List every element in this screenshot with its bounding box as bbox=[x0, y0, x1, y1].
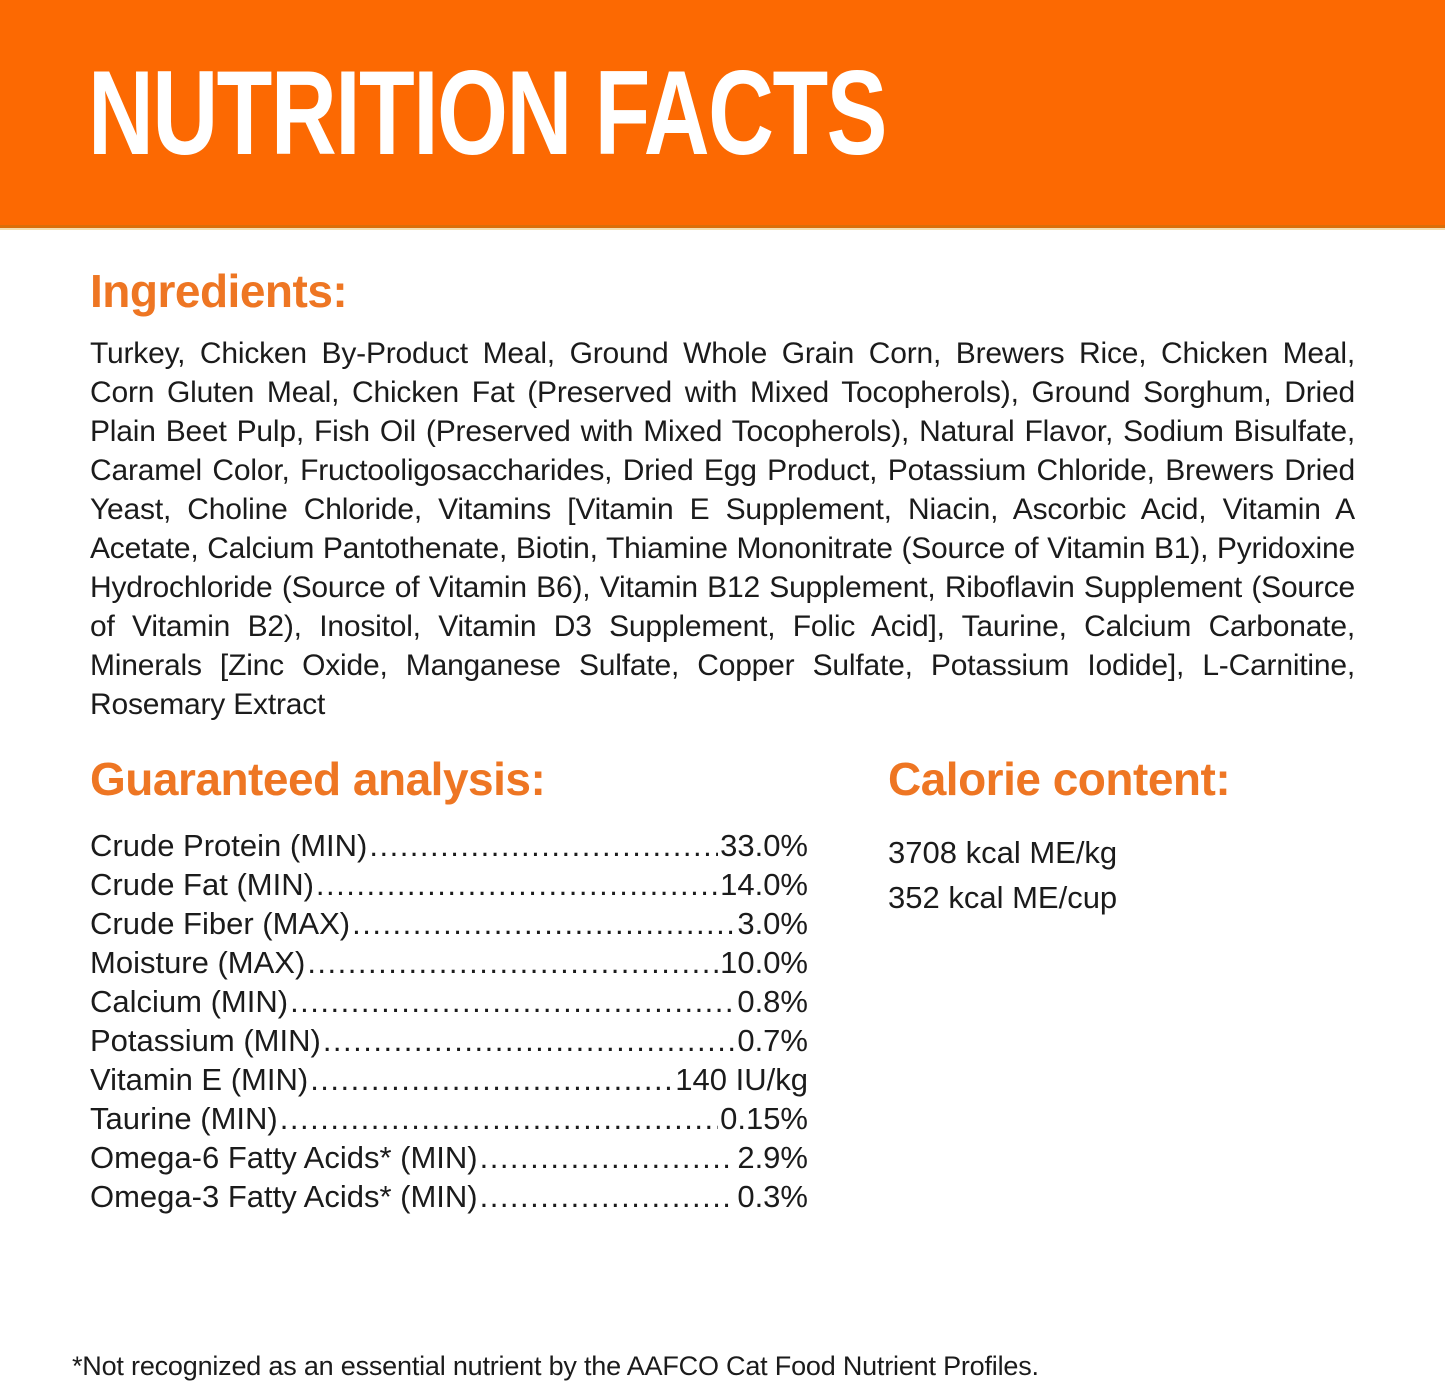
label-content: Ingredients: Turkey, Chicken By-Product … bbox=[0, 264, 1445, 1381]
analysis-value: 0.8% bbox=[737, 984, 808, 1019]
analysis-row: Vitamin E (MIN).........................… bbox=[90, 1060, 808, 1099]
analysis-value: 14.0% bbox=[720, 867, 808, 902]
analysis-row: Omega-3 Fatty Acids* (MIN)..............… bbox=[90, 1177, 808, 1216]
dotted-leader: ........................................… bbox=[479, 1140, 736, 1175]
analysis-row: Omega-6 Fatty Acids* (MIN)..............… bbox=[90, 1138, 808, 1177]
dotted-leader: ........................................… bbox=[310, 1062, 674, 1097]
guaranteed-analysis-heading: Guaranteed analysis: bbox=[90, 753, 546, 805]
dotted-leader: ........................................… bbox=[279, 1101, 718, 1136]
analysis-label: Taurine (MIN) bbox=[90, 1101, 278, 1136]
analysis-value: 3.0% bbox=[737, 906, 808, 941]
analysis-label: Omega-6 Fatty Acids* (MIN) bbox=[90, 1140, 478, 1175]
analysis-row: Taurine (MIN)...........................… bbox=[90, 1099, 808, 1138]
analysis-row: Crude Fiber (MAX).......................… bbox=[90, 904, 808, 943]
analysis-label: Omega-3 Fatty Acids* (MIN) bbox=[90, 1179, 478, 1214]
page-title: NUTRITION FACTS bbox=[88, 45, 887, 180]
analysis-row: Crude Fat (MIN).........................… bbox=[90, 865, 808, 904]
analysis-label: Moisture (MAX) bbox=[90, 945, 306, 980]
guaranteed-analysis-list: Crude Protein (MIN).....................… bbox=[90, 826, 808, 1216]
dotted-leader: ........................................… bbox=[369, 828, 719, 863]
dotted-leader: ........................................… bbox=[322, 1023, 736, 1058]
ingredients-heading: Ingredients: bbox=[90, 265, 348, 317]
analysis-row: Crude Protein (MIN).....................… bbox=[90, 826, 808, 865]
footnote-text: *Not recognized as an essential nutrient… bbox=[72, 1351, 1039, 1381]
calorie-per-cup: 352 kcal ME/cup bbox=[888, 880, 1118, 915]
analysis-label: Calcium (MIN) bbox=[90, 984, 289, 1019]
analysis-row: Potassium (MIN).........................… bbox=[90, 1021, 808, 1060]
analysis-label: Vitamin E (MIN) bbox=[90, 1062, 309, 1097]
ingredients-section: Ingredients: Turkey, Chicken By-Product … bbox=[90, 264, 1355, 724]
analysis-label: Potassium (MIN) bbox=[90, 1023, 321, 1058]
calorie-lines: 3708 kcal ME/kg 352 kcal ME/cup bbox=[888, 830, 1355, 920]
dotted-leader: ........................................… bbox=[315, 867, 718, 902]
analysis-and-calorie-section: Guaranteed analysis: Crude Protein (MIN)… bbox=[90, 752, 1355, 1216]
analysis-label: Crude Protein (MIN) bbox=[90, 828, 368, 863]
dotted-leader: ........................................… bbox=[290, 984, 736, 1019]
dotted-leader: ........................................… bbox=[479, 1179, 736, 1214]
analysis-value: 2.9% bbox=[737, 1140, 808, 1175]
analysis-label: Crude Fiber (MAX) bbox=[90, 906, 351, 941]
ingredients-text: Turkey, Chicken By-Product Meal, Ground … bbox=[90, 337, 1355, 721]
guaranteed-analysis-section: Guaranteed analysis: Crude Protein (MIN)… bbox=[90, 752, 808, 1216]
analysis-value: 0.15% bbox=[720, 1101, 808, 1136]
analysis-value: 0.7% bbox=[737, 1023, 808, 1058]
analysis-value: 0.3% bbox=[737, 1179, 808, 1214]
analysis-label: Crude Fat (MIN) bbox=[90, 867, 314, 902]
dotted-leader: ........................................… bbox=[307, 945, 718, 980]
analysis-row: Moisture (MAX)..........................… bbox=[90, 943, 808, 982]
calorie-per-kg: 3708 kcal ME/kg bbox=[888, 835, 1118, 870]
calorie-content-section: Calorie content: 3708 kcal ME/kg 352 kca… bbox=[888, 752, 1355, 1216]
calorie-content-heading: Calorie content: bbox=[888, 753, 1231, 805]
analysis-row: Calcium (MIN)...........................… bbox=[90, 982, 808, 1021]
analysis-value: 33.0% bbox=[720, 828, 808, 863]
footnote: *Not recognized as an essential nutrient… bbox=[72, 1351, 1039, 1382]
analysis-value: 10.0% bbox=[720, 945, 808, 980]
analysis-value: 140 IU/kg bbox=[675, 1062, 808, 1097]
header-banner: NUTRITION FACTS bbox=[0, 0, 1445, 228]
dotted-leader: ........................................… bbox=[352, 906, 735, 941]
